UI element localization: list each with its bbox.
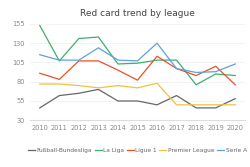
Title: Red card trend by league: Red card trend by league bbox=[80, 9, 195, 18]
Legend: Fußball-Bundesliga, La Liga, Ligue 1, Premier League, Serie A: Fußball-Bundesliga, La Liga, Ligue 1, Pr… bbox=[26, 145, 249, 155]
